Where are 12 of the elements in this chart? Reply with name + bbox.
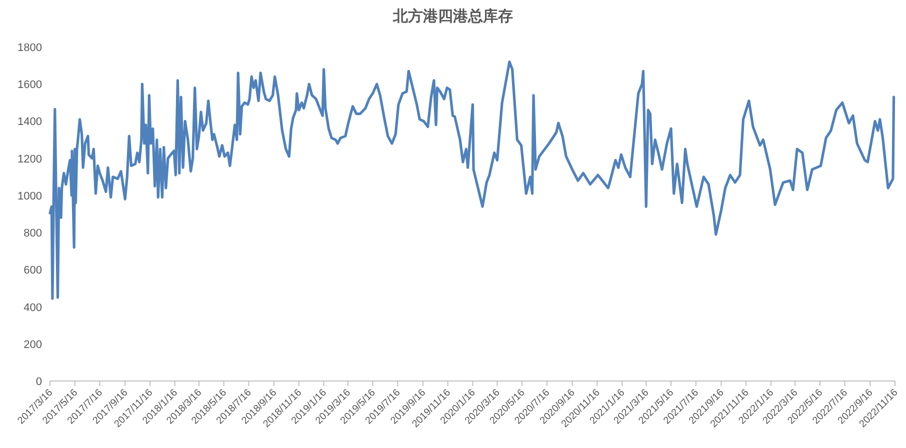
y-tick-label: 1400 bbox=[18, 116, 42, 128]
y-tick-label: 1800 bbox=[18, 42, 42, 54]
y-tick-label: 0 bbox=[36, 376, 42, 388]
y-tick-label: 1000 bbox=[18, 190, 42, 202]
line-series bbox=[48, 60, 896, 300]
y-tick-label: 200 bbox=[24, 338, 42, 351]
y-tick-label: 1200 bbox=[18, 153, 42, 166]
y-tick-label: 1600 bbox=[18, 79, 42, 92]
y-tick-label: 600 bbox=[24, 264, 42, 277]
chart-title: 北方港四港总库存 bbox=[392, 7, 513, 25]
y-tick-label: 800 bbox=[24, 228, 42, 240]
y-tick-label: 400 bbox=[24, 302, 42, 314]
